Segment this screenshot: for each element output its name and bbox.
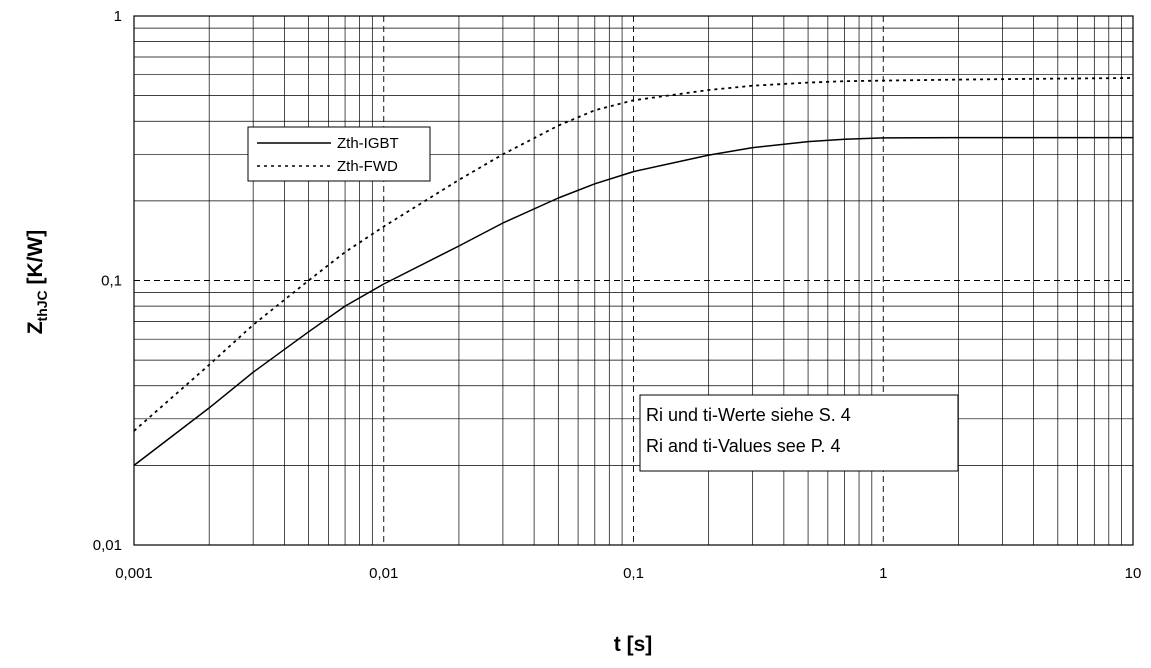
tick-labels: 0,001 0,01 0,1 1 10 0,01 0,1 1 (93, 8, 1142, 582)
x-tick-label: 0,001 (115, 565, 153, 582)
info-note: Ri und ti-Werte siehe S. 4 Ri and ti-Val… (639, 394, 959, 472)
legend-box (247, 126, 431, 182)
x-tick-label: 0,1 (623, 565, 644, 582)
series-layer (133, 77, 1134, 466)
legend-label-igbt: Zth-IGBT (337, 135, 399, 152)
info-note-box (639, 394, 959, 472)
y-axis-title-sub: thJC (34, 290, 50, 321)
plot-frame (133, 15, 1134, 546)
y-tick-label: 1 (114, 8, 122, 25)
x-tick-label: 0,01 (369, 565, 398, 582)
y-axis-title: ZthJC [K/W] (24, 230, 50, 335)
y-axis-title-main: Z (24, 321, 47, 334)
legend-label-fwd: Zth-FWD (337, 158, 398, 175)
y-tick-label: 0,1 (101, 273, 122, 290)
x-axis-title: t [s] (614, 633, 653, 656)
info-note-line-en: Ri and ti-Values see P. 4 (646, 436, 840, 456)
series-line-igbt (133, 136, 1133, 466)
legend: Zth-IGBT Zth-FWD (247, 126, 431, 182)
y-tick-label: 0,01 (93, 537, 122, 554)
info-note-line-de: Ri und ti-Werte siehe S. 4 (646, 405, 851, 425)
x-tick-label: 10 (1125, 565, 1142, 582)
x-tick-label: 1 (879, 565, 887, 582)
series-line-fwd (133, 77, 1134, 432)
y-axis-title-unit: [K/W] (24, 230, 47, 291)
